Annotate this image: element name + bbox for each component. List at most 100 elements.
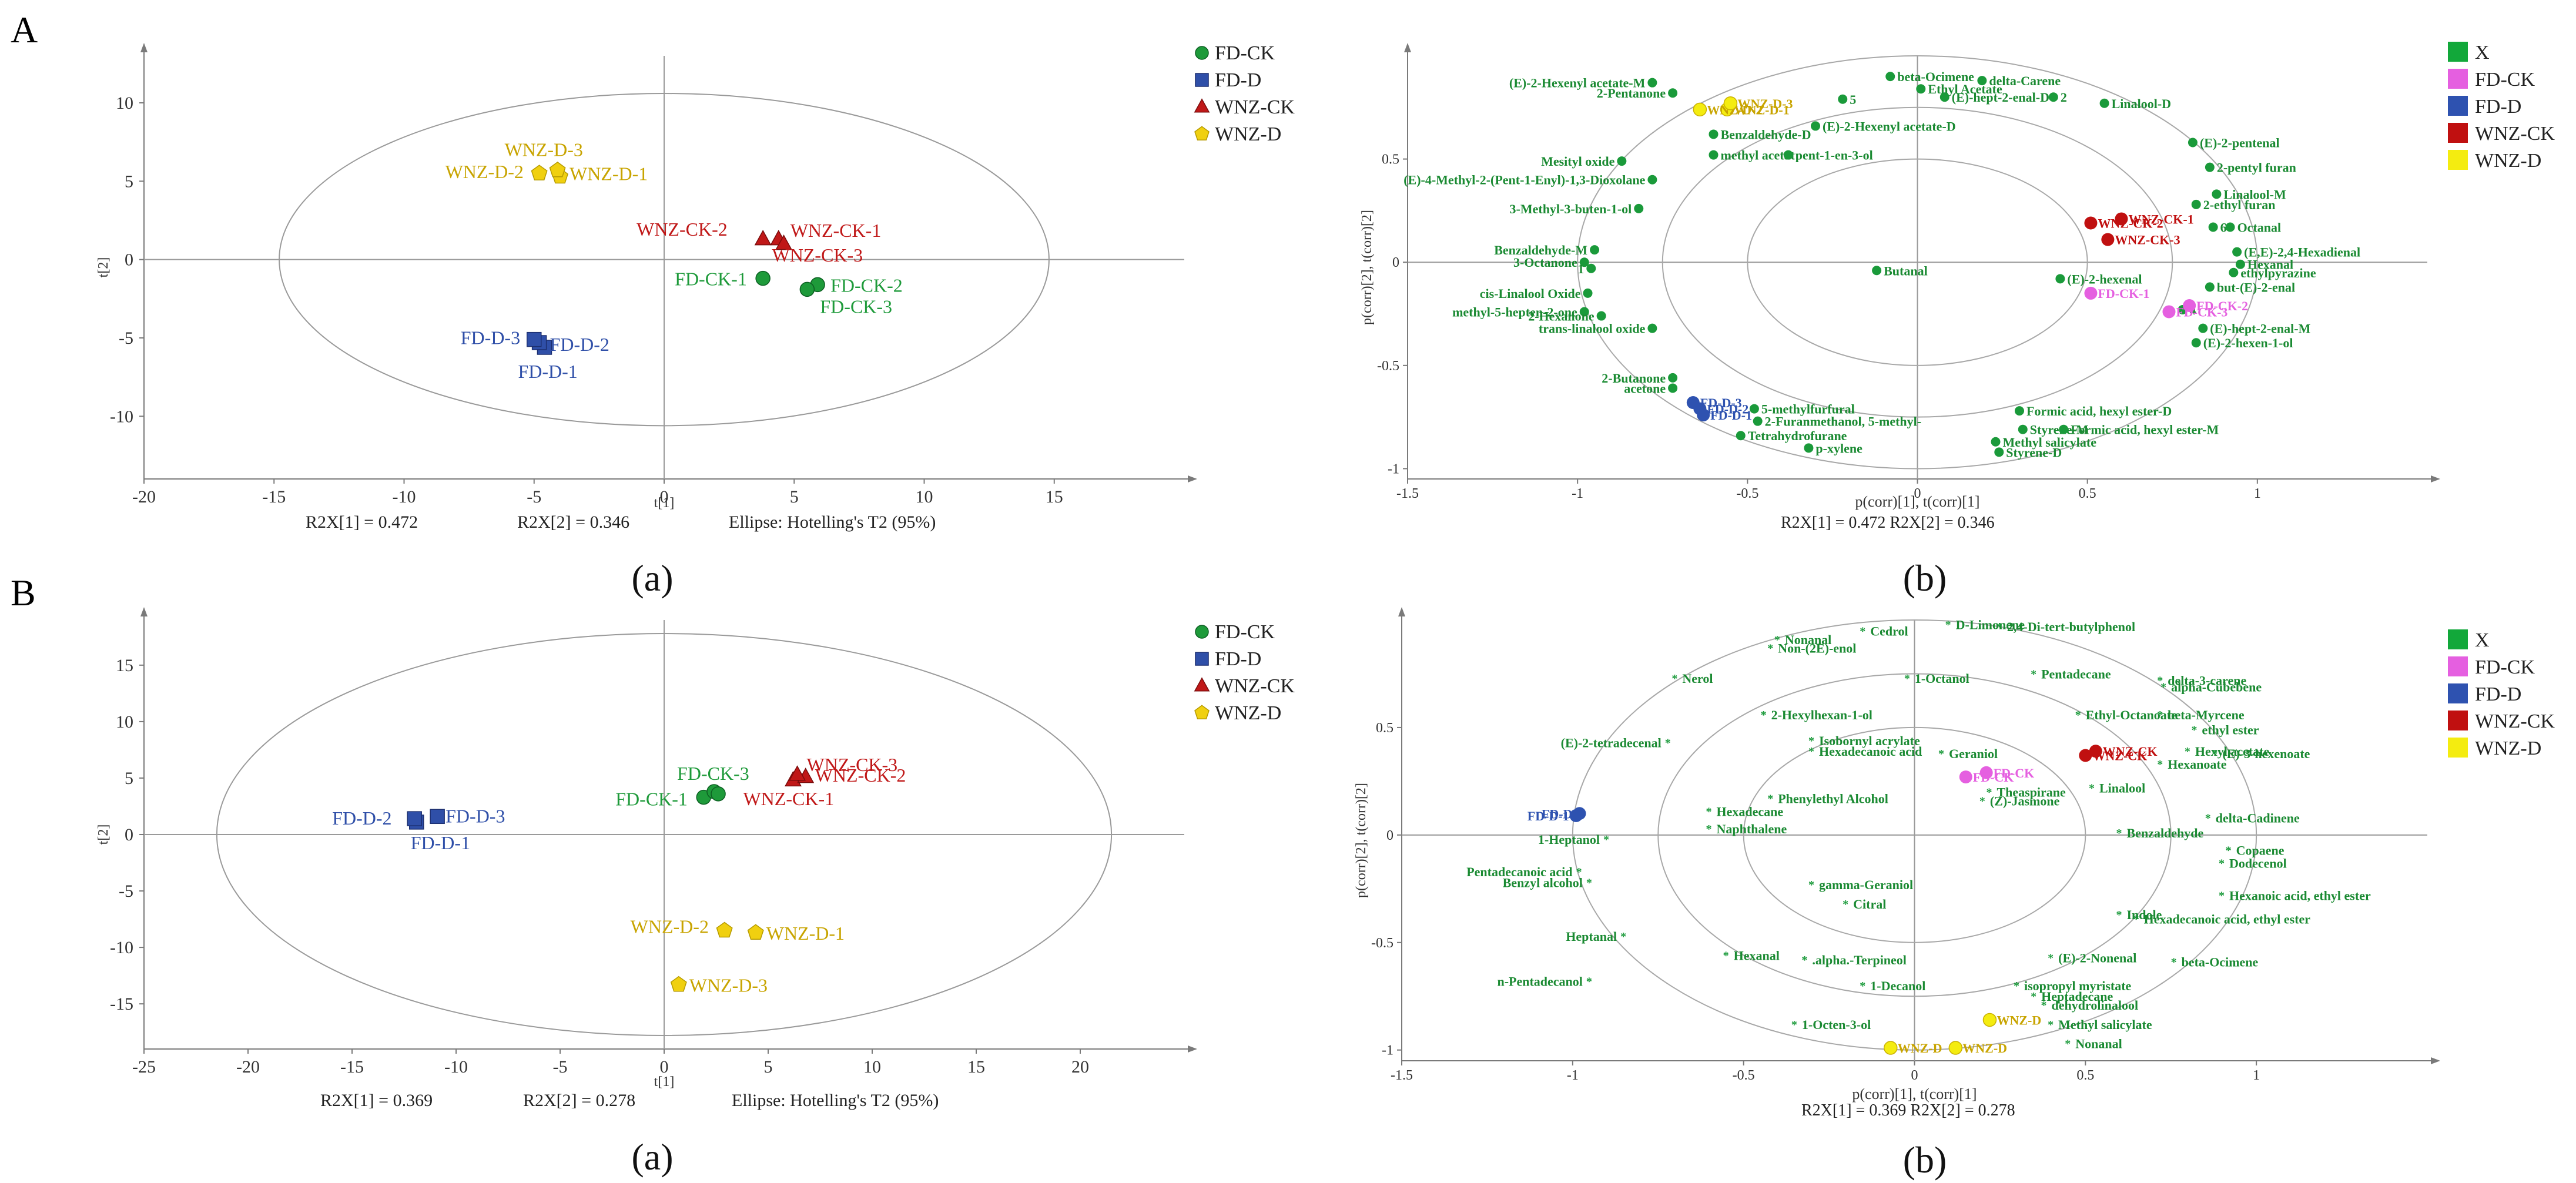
data-point-delta-carene <box>1977 76 1987 86</box>
variable-marker-nerol: * <box>1671 672 1677 685</box>
x-tick-label: 5 <box>764 1057 773 1077</box>
y-tick-label: -1 <box>1382 1043 1393 1058</box>
data-point-fd-d-1 <box>1697 408 1710 422</box>
variable-label-non-2e-enol: Non-(2E)-enol <box>1778 641 1856 656</box>
y-tick-label: -10 <box>110 938 133 957</box>
variable-label-fd-ck: FD-CK <box>1994 766 2035 780</box>
variable-label-beta-ocimene: beta-Ocimene <box>1897 69 1974 84</box>
variable-label-linalool-d: Linalool-D <box>2112 96 2171 111</box>
data-point-fd-ck-3 <box>2162 305 2176 319</box>
variable-label-nonanal: Nonanal <box>2075 1037 2122 1051</box>
data-point-hexanal <box>2235 259 2245 269</box>
data-point-fd-ck <box>1979 766 1993 779</box>
variable-marker-d-limonene: * <box>1945 618 1951 631</box>
x-tick-label: -20 <box>236 1057 260 1077</box>
variable-label-wnz-ck-2: WNZ-CK-2 <box>2098 216 2163 230</box>
correlation-circle <box>1572 619 2257 1051</box>
data-point-fd-d <box>1573 807 1586 820</box>
point-label-wnz-ck-2: WNZ-CK-2 <box>815 765 906 786</box>
legend-label-fd-ck: FD-CK <box>1215 42 1275 64</box>
point-label-fd-d-3: FD-D-3 <box>445 805 505 826</box>
variable-marker-benzaldehyde: * <box>2116 827 2122 840</box>
variable-label-wnz-d-3: WNZ-D-3 <box>1737 96 1793 111</box>
variable-label-pent-1-en-3-ol: pent-1-en-3-ol <box>1796 148 1873 163</box>
data-point-tetrahydrofurane <box>1736 431 1746 441</box>
y-tick-label: 0.5 <box>1382 152 1399 167</box>
variable-label-beta-ocimene: beta-Ocimene <box>2182 955 2259 970</box>
data-point-1 <box>1586 263 1596 273</box>
legend-label-x: X <box>2475 629 2490 651</box>
hotelling-ellipse <box>216 633 1113 1036</box>
legend-marker-wnz-d <box>1194 705 1210 719</box>
variable-label-fd-d-2: FD-D-2 <box>1707 402 1748 417</box>
variable-label-benzaldehyde-m: Benzaldehyde-M <box>1494 243 1587 257</box>
subfigure-caption: (a) <box>631 1136 673 1178</box>
variable-label-butanal: Butanal <box>1884 263 1928 278</box>
variable-label-e-2-nonenal: (E)-2-Nonenal <box>2058 950 2136 965</box>
point-label-fd-ck-3: FD-CK-3 <box>820 296 892 317</box>
variable-label-formic-acid-hexyl-ester-m: Formic acid, hexyl ester-M <box>2071 423 2219 437</box>
variable-marker-1-decanol: * <box>1860 980 1865 993</box>
x-tick-label: 0 <box>660 487 669 507</box>
point-label-wnz-ck-1: WNZ-CK-1 <box>790 220 882 241</box>
x-tick-label: -15 <box>262 487 286 507</box>
variable-label-ethylpyrazine: ethylpyrazine <box>2240 266 2316 280</box>
variable-marker-geraniol: * <box>1938 748 1944 760</box>
variable-label-fd-ck-3: FD-CK-3 <box>2176 305 2227 320</box>
variable-marker-dodecenol: * <box>2219 857 2225 870</box>
variable-marker-isopropyl-myristate: * <box>2014 980 2019 993</box>
variable-label-wnz-d: WNZ-D <box>1997 1013 2041 1027</box>
data-point-3-octanone <box>1579 257 1589 267</box>
y-tick-label: -5 <box>119 882 133 901</box>
point-label-fd-d-2: FD-D-2 <box>550 334 609 355</box>
variable-label-methyl-acetat: methyl acetat <box>1721 148 1796 163</box>
y-axis-arrow <box>140 43 148 52</box>
point-label-fd-d-1: FD-D-1 <box>411 832 470 853</box>
data-point-e-2-hexenal <box>2055 274 2065 284</box>
data-point-wnz-d-2 <box>531 165 548 180</box>
data-point-wnz-d <box>1982 1013 1997 1027</box>
variable-marker-copaene: * <box>2226 844 2232 857</box>
correlation-circle <box>1743 726 2086 943</box>
data-point-wnz-ck-3 <box>2101 233 2115 246</box>
panel-letter-a: A <box>11 9 38 51</box>
variable-label-formic-acid-hexyl-ester-d: Formic acid, hexyl ester-D <box>2026 404 2172 418</box>
stats-text: R2X[1] = 0.472 R2X[2] = 0.346 <box>1781 514 1995 532</box>
data-point-wnz-d-3 <box>1723 96 1738 110</box>
y-axis-label: p(corr)[2], t(corr)[2] <box>1359 210 1375 325</box>
point-label-wnz-d-3: WNZ-D-3 <box>689 975 768 996</box>
variable-label-p-xylene: p-xylene <box>1815 441 1863 455</box>
legend-marker-wnz-ck <box>1194 677 1210 692</box>
score-plot-a-top: -20 -15 -10 -5 0 5 10 15 -10 -5 0 5 10 t[1] t[2] FD-CK-… <box>96 42 1295 599</box>
variable-marker-1-octen-3-ol: * <box>1791 1018 1797 1031</box>
data-point-octanal <box>2225 222 2235 232</box>
variable-marker-beta-myrcene: * <box>2157 709 2163 722</box>
x-tick-label: -0.5 <box>1736 486 1758 501</box>
legend-label-fd-ck: FD-CK <box>2475 69 2535 91</box>
stats-text: R2X[1] = 0.472 <box>306 512 418 532</box>
score-plot-a-bottom: -25 -20 -15 -10 -5 0 5 10 15 20 -15 -10 -5 0 5 10 15 t[1]… <box>96 607 1295 1178</box>
data-point-p-xylene <box>1804 443 1814 453</box>
variable-label-2-ethyl-furan: 2-ethyl furan <box>2203 197 2276 212</box>
variable-label-dodecenol: Dodecenol <box>2229 856 2287 870</box>
data-point-wnz-ck-2 <box>754 230 772 246</box>
variable-marker-nonanal: * <box>1774 634 1780 646</box>
data-point-e-2-pentenal <box>2188 138 2198 148</box>
y-tick-label: -1 <box>1388 461 1399 477</box>
data-point-formic-acid-hexyl-ester-m <box>2059 424 2069 434</box>
legend-marker-fd-ck <box>1195 46 1209 60</box>
point-label-wnz-ck-1: WNZ-CK-1 <box>743 788 834 809</box>
data-point-fd-d-3 <box>430 809 445 825</box>
variable-label-mesityl-oxide: Mesityl oxide <box>1541 154 1614 169</box>
variable-marker-naphthalene: * <box>1706 823 1712 836</box>
stats-text: R2X[2] = 0.278 <box>523 1091 635 1110</box>
data-point-e-e-2-4-hexadienal <box>2232 247 2242 257</box>
data-point-fd-ck-3 <box>799 281 815 297</box>
variable-label-delta-carene: delta-Carene <box>1989 73 2061 88</box>
variable-marker-beta-ocimene: * <box>2171 956 2177 969</box>
data-point-e-2-hexenyl-acetate-m <box>1647 78 1657 88</box>
variable-label-theaspirane: Theaspirane <box>1997 785 2066 800</box>
variable-marker-phenylethyl-alcohol: * <box>1767 793 1773 806</box>
legend-swatch-fd-ck <box>2448 656 2468 676</box>
loading-plot-b-top: -1.5 -1 -0.5 0 0.5 1 -1 -0.5 0 0.5 p(corr)[1], t(c… <box>1359 42 2555 599</box>
